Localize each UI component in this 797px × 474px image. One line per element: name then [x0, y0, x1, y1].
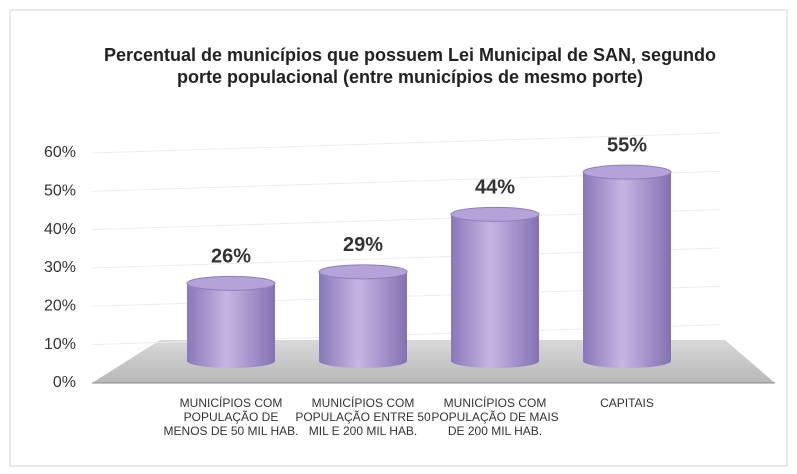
bar	[582, 164, 672, 368]
y-tick-label: 60%	[44, 144, 76, 161]
x-tick-label: CAPITAIS	[600, 396, 654, 410]
x-tick-label: MUNICÍPIOS COM POPULAÇÃO DE MAIS DE 200 …	[431, 396, 559, 438]
bar	[450, 206, 540, 368]
chart-title: Percentual de municípios que possuem Lei…	[103, 45, 717, 87]
bar-body	[187, 283, 275, 368]
bar-body	[319, 271, 407, 368]
bar-body	[583, 172, 671, 368]
y-tick-label: 10%	[44, 336, 76, 353]
bar-top	[186, 275, 276, 291]
value-label: 44%	[475, 177, 515, 199]
bar-top	[582, 164, 672, 180]
bar-top	[450, 206, 540, 222]
bar-top	[318, 264, 408, 280]
y-tick-label: 0%	[53, 374, 76, 391]
bar	[186, 275, 276, 368]
bar-body	[451, 214, 539, 368]
x-tick-label: MUNICÍPIOS COM POPULAÇÃO DE MENOS DE 50 …	[163, 396, 299, 438]
value-label: 26%	[211, 246, 251, 268]
y-tick-label: 30%	[44, 259, 76, 276]
bar	[318, 264, 408, 368]
value-label: 29%	[343, 234, 383, 256]
y-tick-label: 50%	[44, 183, 76, 200]
grid-line	[91, 132, 721, 154]
y-tick-label: 20%	[44, 298, 76, 315]
x-tick-label: MUNICÍPIOS COM POPULAÇÃO ENTRE 50 MIL E …	[295, 396, 431, 438]
y-tick-label: 40%	[44, 221, 76, 238]
value-label: 55%	[607, 134, 647, 156]
